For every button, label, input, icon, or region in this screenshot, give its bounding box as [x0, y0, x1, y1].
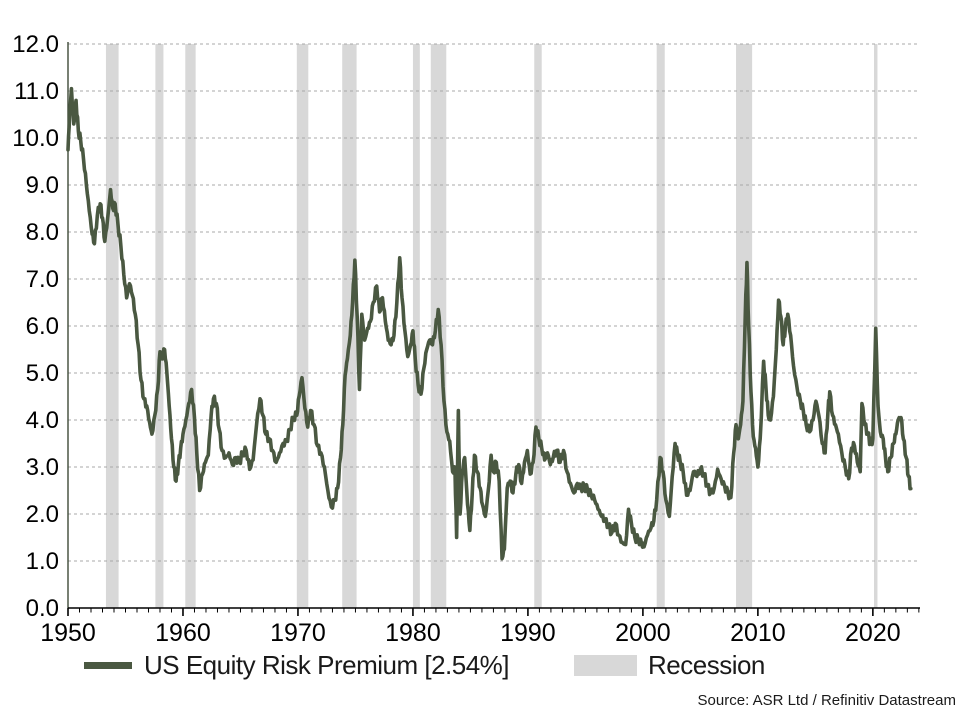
- y-tick-label: 9.0: [26, 172, 59, 199]
- y-tick-label: 2.0: [26, 501, 59, 528]
- x-tick-label: 2010: [730, 619, 786, 647]
- erp-legend-label: US Equity Risk Premium [2.54%]: [144, 649, 510, 680]
- x-tick-label: 1990: [500, 619, 556, 647]
- recession-legend-label: Recession: [648, 649, 765, 680]
- recession-band: [874, 44, 878, 608]
- chart-legend: US Equity Risk Premium [2.54%] Recession: [0, 648, 960, 682]
- x-tick-label: 2000: [615, 619, 671, 647]
- y-tick-label: 1.0: [26, 548, 59, 575]
- y-tick-label: 11.0: [14, 78, 59, 105]
- legend-item-erp: US Equity Risk Premium [2.54%]: [84, 648, 510, 682]
- y-tick-label: 10.0: [12, 125, 59, 152]
- x-tick-label: 1960: [155, 619, 211, 647]
- y-tick-label: 5.0: [26, 360, 59, 387]
- y-tick-label: 6.0: [26, 313, 59, 340]
- x-tick-label: 2020: [845, 619, 901, 647]
- x-tick-label: 1970: [270, 619, 326, 647]
- recession-swatch: [574, 654, 637, 676]
- erp-line-swatch: [84, 661, 132, 669]
- y-tick-label: 3.0: [26, 454, 59, 481]
- y-tick-label: 8.0: [26, 219, 59, 246]
- y-tick-label: 7.0: [26, 266, 59, 293]
- x-tick-label: 1950: [40, 619, 96, 647]
- y-tick-label: 0.0: [26, 595, 59, 622]
- erp-line: [66, 86, 913, 561]
- legend-item-recession: Recession: [574, 648, 765, 682]
- recession-band: [656, 44, 665, 608]
- y-tick-label: 12.0: [12, 31, 59, 58]
- y-tick-label: 4.0: [26, 407, 59, 434]
- x-tick-label: 1980: [385, 619, 441, 647]
- source-note: Source: ASR Ltd / Refinitiv Datastream: [697, 692, 956, 709]
